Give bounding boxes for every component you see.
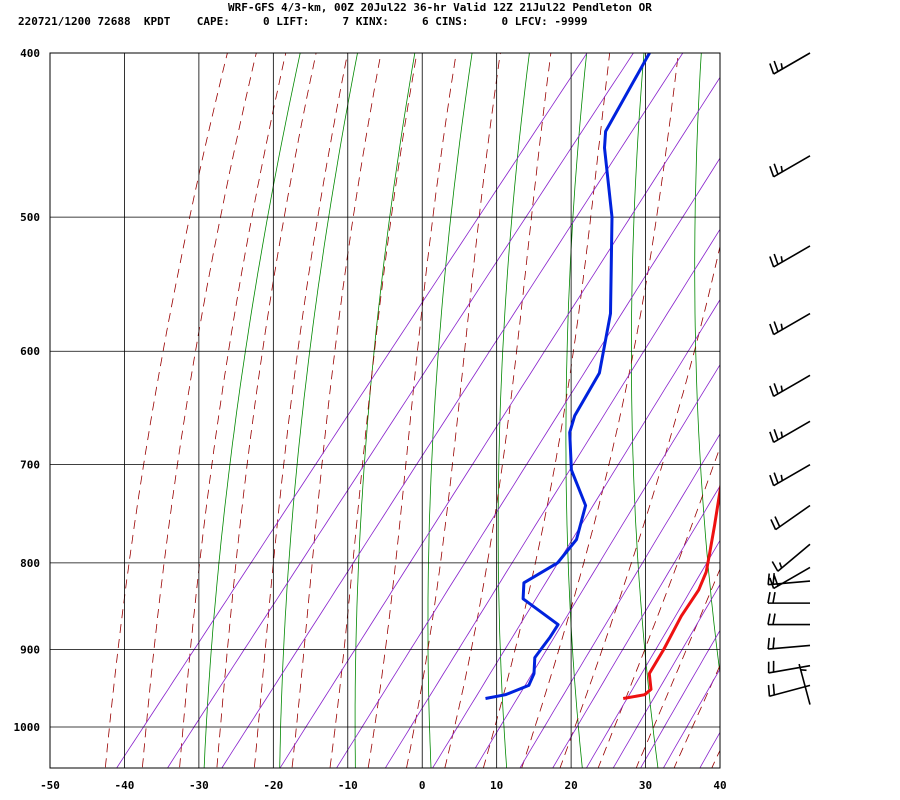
wind-barb <box>767 683 811 698</box>
moist-adiabat <box>711 749 720 768</box>
wind-barb <box>767 613 810 626</box>
wind-barb <box>769 245 811 268</box>
moist-adiabat <box>673 664 720 768</box>
mixing-ratio-line <box>279 76 720 768</box>
wind-barb <box>798 663 811 705</box>
wind-barb <box>770 504 811 531</box>
mixing-ratio-line <box>552 485 720 768</box>
temperature-profile <box>622 481 720 700</box>
wind-barb <box>767 591 810 604</box>
temperature-tick-label: -40 <box>115 779 135 792</box>
background-lines <box>104 0 900 797</box>
wind-barb <box>769 374 811 398</box>
moist-adiabat <box>635 568 720 768</box>
mixing-ratio-line <box>167 53 634 768</box>
temperature-tick-label: 40 <box>713 779 726 792</box>
chart-title: WRF-GFS 4/3-km, 00Z 20Jul22 36-hr Valid … <box>228 1 652 14</box>
wind-barb <box>769 52 811 75</box>
temperature-tick-label: -50 <box>40 779 60 792</box>
moist-adiabat <box>329 53 418 768</box>
wind-barb <box>769 566 811 590</box>
mixing-ratio-line <box>612 583 720 768</box>
dry-adiabat <box>756 0 815 797</box>
mixing-ratio-line <box>662 668 720 768</box>
temperature-tick-label: 10 <box>490 779 503 792</box>
pressure-tick-label: 700 <box>20 459 40 472</box>
plot-frame <box>49 52 721 769</box>
moist-adiabat <box>406 53 501 768</box>
profiles <box>485 53 720 700</box>
wind-barb <box>767 660 811 674</box>
mixing-ratio-line <box>585 539 720 768</box>
mixing-ratio-line <box>432 298 720 768</box>
mixing-ratio-line <box>699 731 720 768</box>
moist-adiabat <box>482 53 611 768</box>
temperature-tick-label: -30 <box>189 779 209 792</box>
pressure-tick-label: 600 <box>20 345 40 358</box>
dry-adiabat <box>873 0 900 797</box>
temperature-tick-label: -10 <box>338 779 358 792</box>
pressure-tick-label: 800 <box>20 557 40 570</box>
moist-adiabat <box>216 53 317 768</box>
moist-adiabat <box>521 53 679 768</box>
sounding-stats: 220721/1200 72688 KPDT CAPE: 0 LIFT: 7 K… <box>18 15 588 28</box>
moist-adiabat <box>597 446 720 768</box>
moist-adiabat <box>367 53 457 768</box>
wind-barb <box>767 573 811 586</box>
temperature-tick-label: 30 <box>639 779 652 792</box>
mixing-ratio-line <box>519 433 720 768</box>
wind-barb <box>769 155 811 178</box>
mixing-ratio-line <box>116 53 588 768</box>
pressure-tick-label: 400 <box>20 47 40 60</box>
mixing-ratio-line <box>640 629 720 768</box>
temperature-tick-label: 20 <box>564 779 577 792</box>
wind-barbs <box>767 52 811 705</box>
temperature-tick-label: 0 <box>419 779 426 792</box>
moist-adiabat <box>291 53 382 768</box>
pressure-tick-label: 500 <box>20 211 40 224</box>
pressure-tick-label: 1000 <box>14 721 41 734</box>
dry-adiabat <box>815 0 891 797</box>
wind-barb <box>769 312 811 336</box>
dewpoint-profile <box>485 53 651 700</box>
wind-barb <box>767 637 811 650</box>
pressure-tick-label: 900 <box>20 643 40 656</box>
temperature-tick-label: -20 <box>263 779 283 792</box>
mixing-ratio-line <box>221 53 684 768</box>
moist-adiabat <box>104 53 228 768</box>
wind-barb <box>771 543 811 572</box>
grid-lines <box>50 52 720 768</box>
dry-adiabat <box>694 53 720 677</box>
wind-barb <box>769 463 811 487</box>
mixing-ratio-line <box>474 363 720 768</box>
moist-adiabat <box>179 53 287 768</box>
axis-labels: 400 500 600 700 800 900 1000 -50 -40 -30 -20 -10 0 10… <box>14 47 727 792</box>
wind-barb <box>769 420 811 444</box>
